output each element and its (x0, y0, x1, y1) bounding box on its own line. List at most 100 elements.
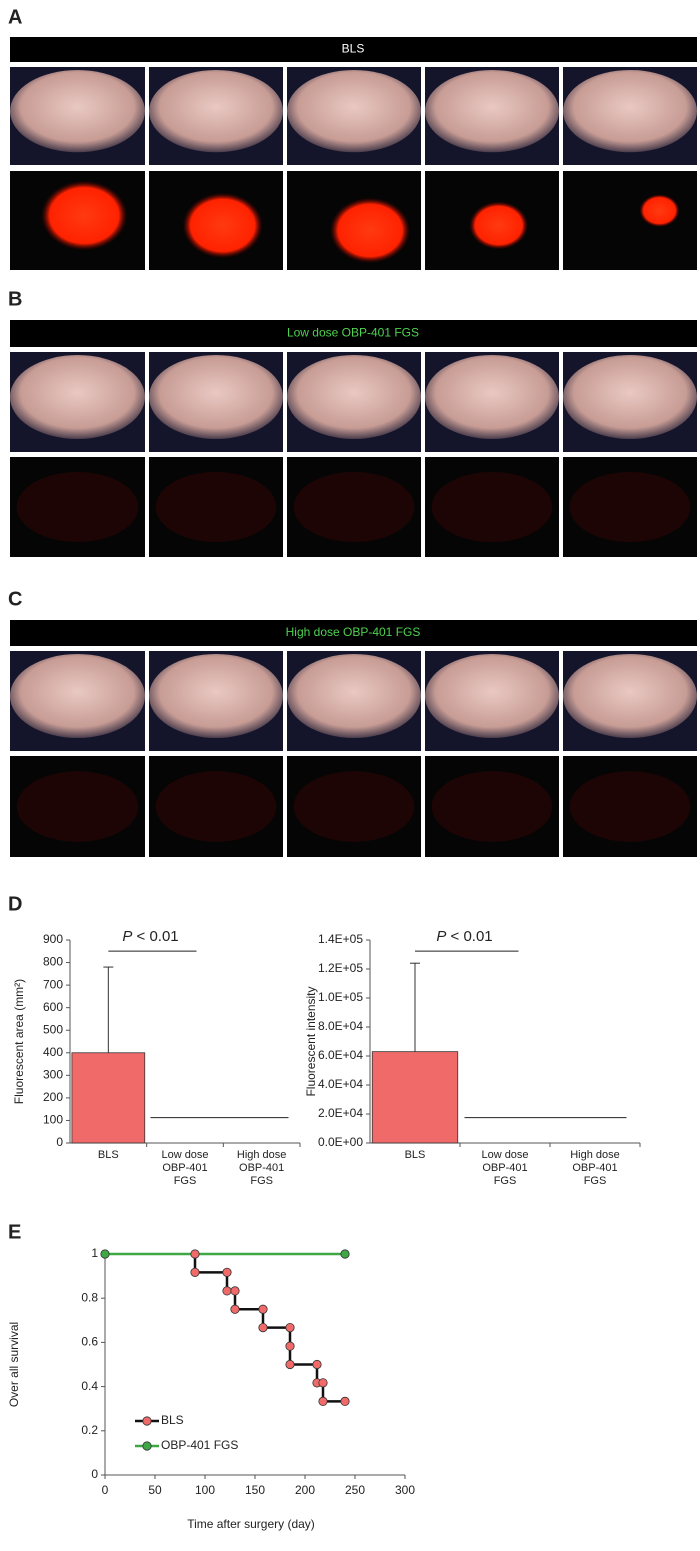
y-tick-label: 900 (43, 932, 63, 946)
annotation-text: < 0.01 (446, 928, 492, 945)
data-point (285, 1341, 295, 1351)
annotation-italic: P (122, 928, 132, 945)
y-tick-label: 500 (43, 1022, 63, 1036)
x-tick-label: Low dose OBP-401 FGS (481, 1149, 529, 1187)
mouse-photo (563, 355, 697, 439)
y-tick-label: 200 (43, 1090, 63, 1104)
x-tick-label-box: BLS (404, 1149, 426, 1161)
faint-glow (431, 472, 553, 542)
legend-label: OBP-401 FGS (161, 1438, 238, 1452)
faint-glow (16, 472, 139, 542)
mouse-photo (287, 69, 421, 153)
y-tick-label: 1.4E+05 (318, 932, 363, 946)
y-axis-title: Fluorescent intensity (304, 986, 318, 1096)
data-point (230, 1286, 240, 1296)
data-point (100, 1249, 110, 1259)
annotation-text: < 0.01 (132, 928, 178, 945)
header-text: High dose OBP-401 FGS (286, 625, 421, 639)
x-tick-label: 300 (395, 1483, 415, 1497)
annotation: P < 0.01 (436, 928, 492, 945)
mouse-photo (563, 654, 697, 738)
legend-marker (142, 1416, 152, 1426)
x-tick-label: 0 (102, 1483, 109, 1497)
x-tick-label: 200 (295, 1483, 315, 1497)
y-axis-title: Fluorescent area (mm²) (12, 979, 26, 1104)
y-tick-label: 0.4 (81, 1379, 98, 1393)
annotation: P < 0.01 (122, 928, 178, 945)
header-bar (10, 620, 697, 646)
annotation-italic: P (436, 928, 446, 945)
data-point (318, 1396, 328, 1407)
mouse-photo (287, 355, 421, 439)
tumor-glow (182, 192, 263, 259)
error-bar (410, 962, 420, 1052)
data-point (258, 1304, 268, 1314)
y-tick-label: 0.8 (81, 1290, 98, 1304)
data-point (190, 1249, 200, 1259)
faint-glow (431, 771, 553, 842)
x-tick-label: High dose OBP-401 FGS (570, 1149, 620, 1187)
data-point (340, 1396, 350, 1407)
mouse-photo (149, 69, 283, 153)
tumor-glow (41, 180, 128, 251)
tumor-glow (639, 194, 680, 227)
y-tick-label: 0 (56, 1135, 63, 1149)
data-point (285, 1359, 295, 1370)
y-tick-label: 4.0E+04 (318, 1077, 363, 1091)
faint-glow (155, 472, 277, 542)
y-axis-title: Over all survival (7, 1322, 21, 1407)
y-tick-label: 400 (43, 1045, 63, 1059)
data-point (222, 1286, 232, 1296)
y-tick-label: 6.0E+04 (318, 1048, 363, 1062)
y-tick-label: 1.2E+05 (318, 961, 363, 975)
data-point (190, 1267, 200, 1277)
y-tick-label: 2.0E+04 (318, 1106, 363, 1120)
y-tick-label: 8.0E+04 (318, 1019, 363, 1033)
mouse-photo (425, 654, 559, 738)
data-point (312, 1359, 322, 1370)
data-point (222, 1267, 232, 1277)
y-tick-label: 300 (43, 1068, 63, 1082)
header-text: Low dose OBP-401 FGS (287, 326, 419, 340)
tumor-glow (469, 201, 529, 250)
y-tick-label: 0.6 (81, 1335, 98, 1349)
x-tick-label-box: High dose OBP-401 FGS (570, 1149, 620, 1187)
faint-glow (293, 472, 415, 542)
bar (371, 1051, 459, 1144)
mouse-photo (425, 355, 559, 439)
x-tick-label: BLS (404, 1149, 426, 1161)
tumor-glow (329, 197, 411, 264)
mouse-photo (10, 69, 145, 153)
faint-glow (16, 771, 139, 842)
fluorescence-photo (563, 171, 697, 270)
faint-glow (569, 771, 691, 842)
mouse-photo (149, 355, 283, 439)
data-point (230, 1304, 240, 1314)
y-tick-label: 800 (43, 955, 63, 969)
y-tick-label: 0 (91, 1467, 98, 1481)
x-tick-label-box: Low dose OBP-401 FGS (481, 1149, 529, 1187)
error-bar (103, 966, 114, 1053)
panel-label: D (8, 893, 22, 915)
faint-glow (293, 771, 415, 842)
data-point (285, 1322, 295, 1333)
x-tick-label-box: BLS (98, 1149, 119, 1161)
y-tick-label: 0.2 (81, 1423, 98, 1437)
mouse-photo (149, 654, 283, 738)
y-tick-label: 600 (43, 1000, 63, 1014)
bar (71, 1052, 146, 1144)
x-tick-label-box: Low dose OBP-401 FGS (161, 1149, 208, 1187)
faint-glow (569, 472, 691, 542)
y-tick-label: 100 (43, 1113, 63, 1127)
faint-glow (155, 771, 277, 842)
x-tick-label: 100 (195, 1483, 215, 1497)
x-axis-title: Time after surgery (day) (187, 1517, 315, 1531)
legend-label: BLS (161, 1413, 184, 1427)
panel-label: E (8, 1221, 21, 1243)
mouse-photo (10, 355, 145, 439)
mouse-photo (425, 69, 559, 153)
data-point (340, 1249, 350, 1259)
legend-marker (142, 1441, 152, 1451)
x-tick-label: High dose OBP-401 FGS (236, 1149, 287, 1187)
